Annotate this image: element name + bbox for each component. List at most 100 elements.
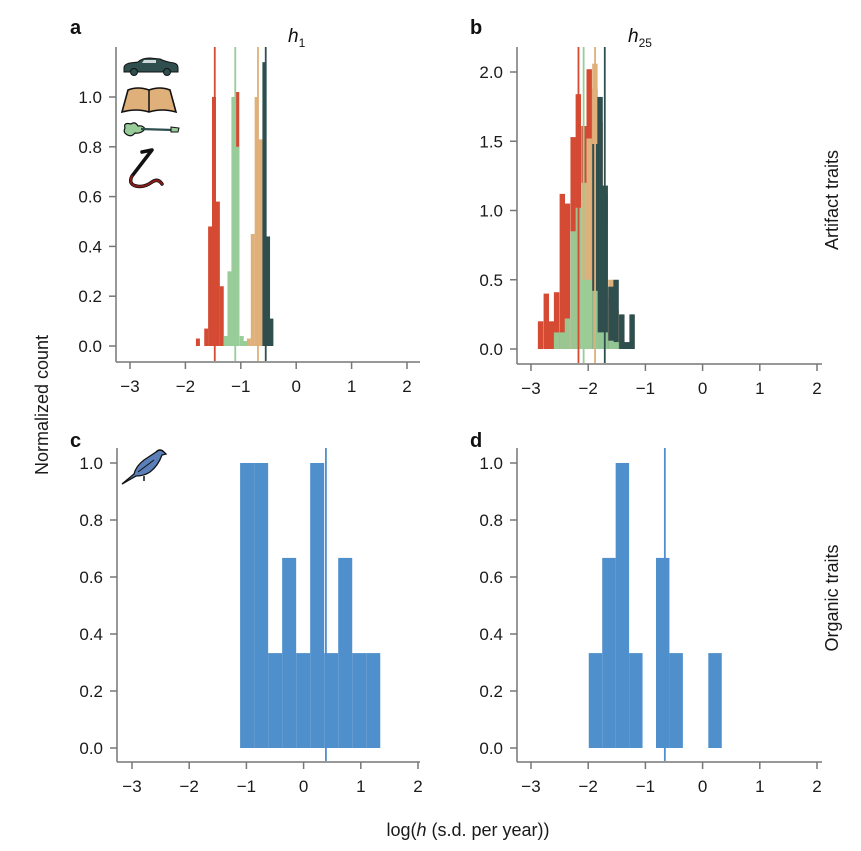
y-tick-label: 0.2 bbox=[479, 682, 503, 701]
panel-c: c 0.0 0.2 0.4 0.6 0.8 1.0 −3 −2 −1 0 1 2 bbox=[70, 430, 423, 796]
series-guitars bbox=[223, 97, 248, 346]
x-tick-label: −1 bbox=[636, 777, 655, 796]
bar-birds bbox=[708, 653, 722, 748]
bar-cars bbox=[597, 96, 603, 350]
x-tick-label: −2 bbox=[180, 777, 199, 796]
title-var: h bbox=[288, 26, 299, 47]
x-axis-label-prefix: log( bbox=[386, 820, 416, 840]
bar-cars bbox=[269, 318, 274, 346]
bar-sculpture bbox=[564, 203, 571, 349]
bar-birds bbox=[352, 653, 367, 748]
x-tick-label: 0 bbox=[698, 379, 707, 398]
x-tick-label: −3 bbox=[521, 379, 540, 398]
bar-books bbox=[258, 139, 263, 346]
y-tick-label: 1.0 bbox=[479, 454, 503, 473]
bar-books bbox=[250, 233, 255, 346]
bar-birds bbox=[310, 463, 325, 748]
x-tick-label: 2 bbox=[402, 377, 411, 396]
x-tick-label: −2 bbox=[579, 379, 598, 398]
y-tick-label: 0.8 bbox=[479, 511, 503, 530]
x-axis-label: log(h (s.d. per year)) bbox=[386, 820, 549, 840]
x-tick-label: −1 bbox=[231, 377, 250, 396]
book-icon bbox=[120, 87, 178, 114]
title-subscript: 1 bbox=[299, 36, 306, 50]
bar-birds bbox=[366, 653, 381, 748]
y-tick-label: 1.0 bbox=[78, 88, 102, 107]
bar-guitars bbox=[564, 318, 571, 349]
bar-guitars bbox=[553, 332, 560, 349]
guitar-icon bbox=[123, 122, 180, 137]
x-tick-label: −3 bbox=[122, 777, 141, 796]
x-tick-label: 1 bbox=[755, 777, 764, 796]
bar-sculpture bbox=[548, 321, 555, 349]
series-birds bbox=[240, 463, 381, 748]
bar-cars bbox=[624, 342, 630, 349]
bar-birds bbox=[240, 463, 255, 748]
y-tick-label: 0.0 bbox=[479, 739, 503, 758]
bar-sculpture bbox=[208, 226, 213, 346]
bar-cars bbox=[619, 314, 625, 349]
bar-birds bbox=[296, 653, 311, 748]
panel-letter-d: d bbox=[470, 430, 482, 452]
bar-birds bbox=[655, 557, 670, 748]
bar-guitars bbox=[613, 342, 619, 349]
y-tick-label: 0.5 bbox=[479, 271, 503, 290]
bar-guitars bbox=[597, 332, 603, 349]
y-tick-label: 0.2 bbox=[78, 287, 102, 306]
y-tick-label: 1.0 bbox=[479, 202, 503, 221]
bar-birds bbox=[324, 653, 339, 748]
y-tick-label: 0.6 bbox=[79, 568, 103, 587]
x-axis-label-suffix: (s.d. per year)) bbox=[427, 820, 550, 840]
y-tick-label: 0.2 bbox=[79, 682, 103, 701]
x-tick-label: 0 bbox=[299, 777, 308, 796]
bar-sculpture bbox=[553, 292, 560, 349]
bar-sculpture bbox=[559, 193, 566, 349]
bar-cars bbox=[262, 62, 267, 346]
sculpture-icon bbox=[128, 148, 164, 189]
y-tick-label: 2.0 bbox=[479, 63, 503, 82]
bar-birds bbox=[254, 463, 269, 748]
x-tick-label: −2 bbox=[176, 377, 195, 396]
y-tick-label: 0.4 bbox=[78, 237, 102, 256]
bar-birds bbox=[629, 653, 643, 748]
bar-birds bbox=[338, 557, 353, 748]
y-axis-label: Normalized count bbox=[32, 335, 52, 475]
bar-birds bbox=[602, 557, 616, 748]
series-books bbox=[246, 97, 263, 346]
x-tick-label: 0 bbox=[698, 777, 707, 796]
bar-guitars bbox=[227, 271, 232, 346]
x-tick-label: −3 bbox=[120, 377, 139, 396]
bar-guitars bbox=[231, 97, 236, 346]
bar-guitars bbox=[235, 146, 240, 346]
row-label-artifact: Artifact traits bbox=[822, 150, 842, 250]
series-cars bbox=[262, 62, 274, 346]
x-tick-label: 0 bbox=[291, 377, 300, 396]
bar-cars bbox=[613, 279, 619, 349]
bar-sculpture bbox=[537, 321, 544, 349]
bar-books bbox=[246, 338, 251, 346]
row-label-organic: Organic traits bbox=[822, 544, 842, 651]
panel-a: a h10.00.20.40.60.81.0−3 −2 −1 0 1 2 bbox=[70, 17, 420, 396]
panel-title-b: h25 bbox=[628, 26, 652, 50]
x-tick-label: 1 bbox=[356, 777, 365, 796]
x-tick-label: −2 bbox=[579, 777, 598, 796]
bar-sculpture bbox=[219, 286, 224, 346]
y-tick-label: 0.0 bbox=[479, 340, 503, 359]
bar-birds bbox=[588, 653, 603, 748]
y-tick-label: 1.0 bbox=[79, 454, 103, 473]
bar-birds bbox=[669, 653, 683, 748]
car-icon bbox=[123, 57, 179, 76]
bar-guitars bbox=[223, 336, 228, 346]
bar-guitars bbox=[608, 340, 614, 349]
title-var: h bbox=[628, 26, 639, 47]
series-cars bbox=[592, 96, 635, 350]
y-tick-label: 0.4 bbox=[479, 625, 503, 644]
bar-cars bbox=[608, 286, 614, 349]
x-tick-label: 1 bbox=[755, 379, 764, 398]
bar-guitars bbox=[559, 332, 566, 349]
bar-books bbox=[254, 97, 259, 346]
bar-birds bbox=[282, 557, 297, 748]
bar-cars bbox=[629, 314, 635, 349]
x-axis-label-var: h bbox=[416, 820, 426, 840]
bar-sculpture bbox=[543, 293, 550, 349]
